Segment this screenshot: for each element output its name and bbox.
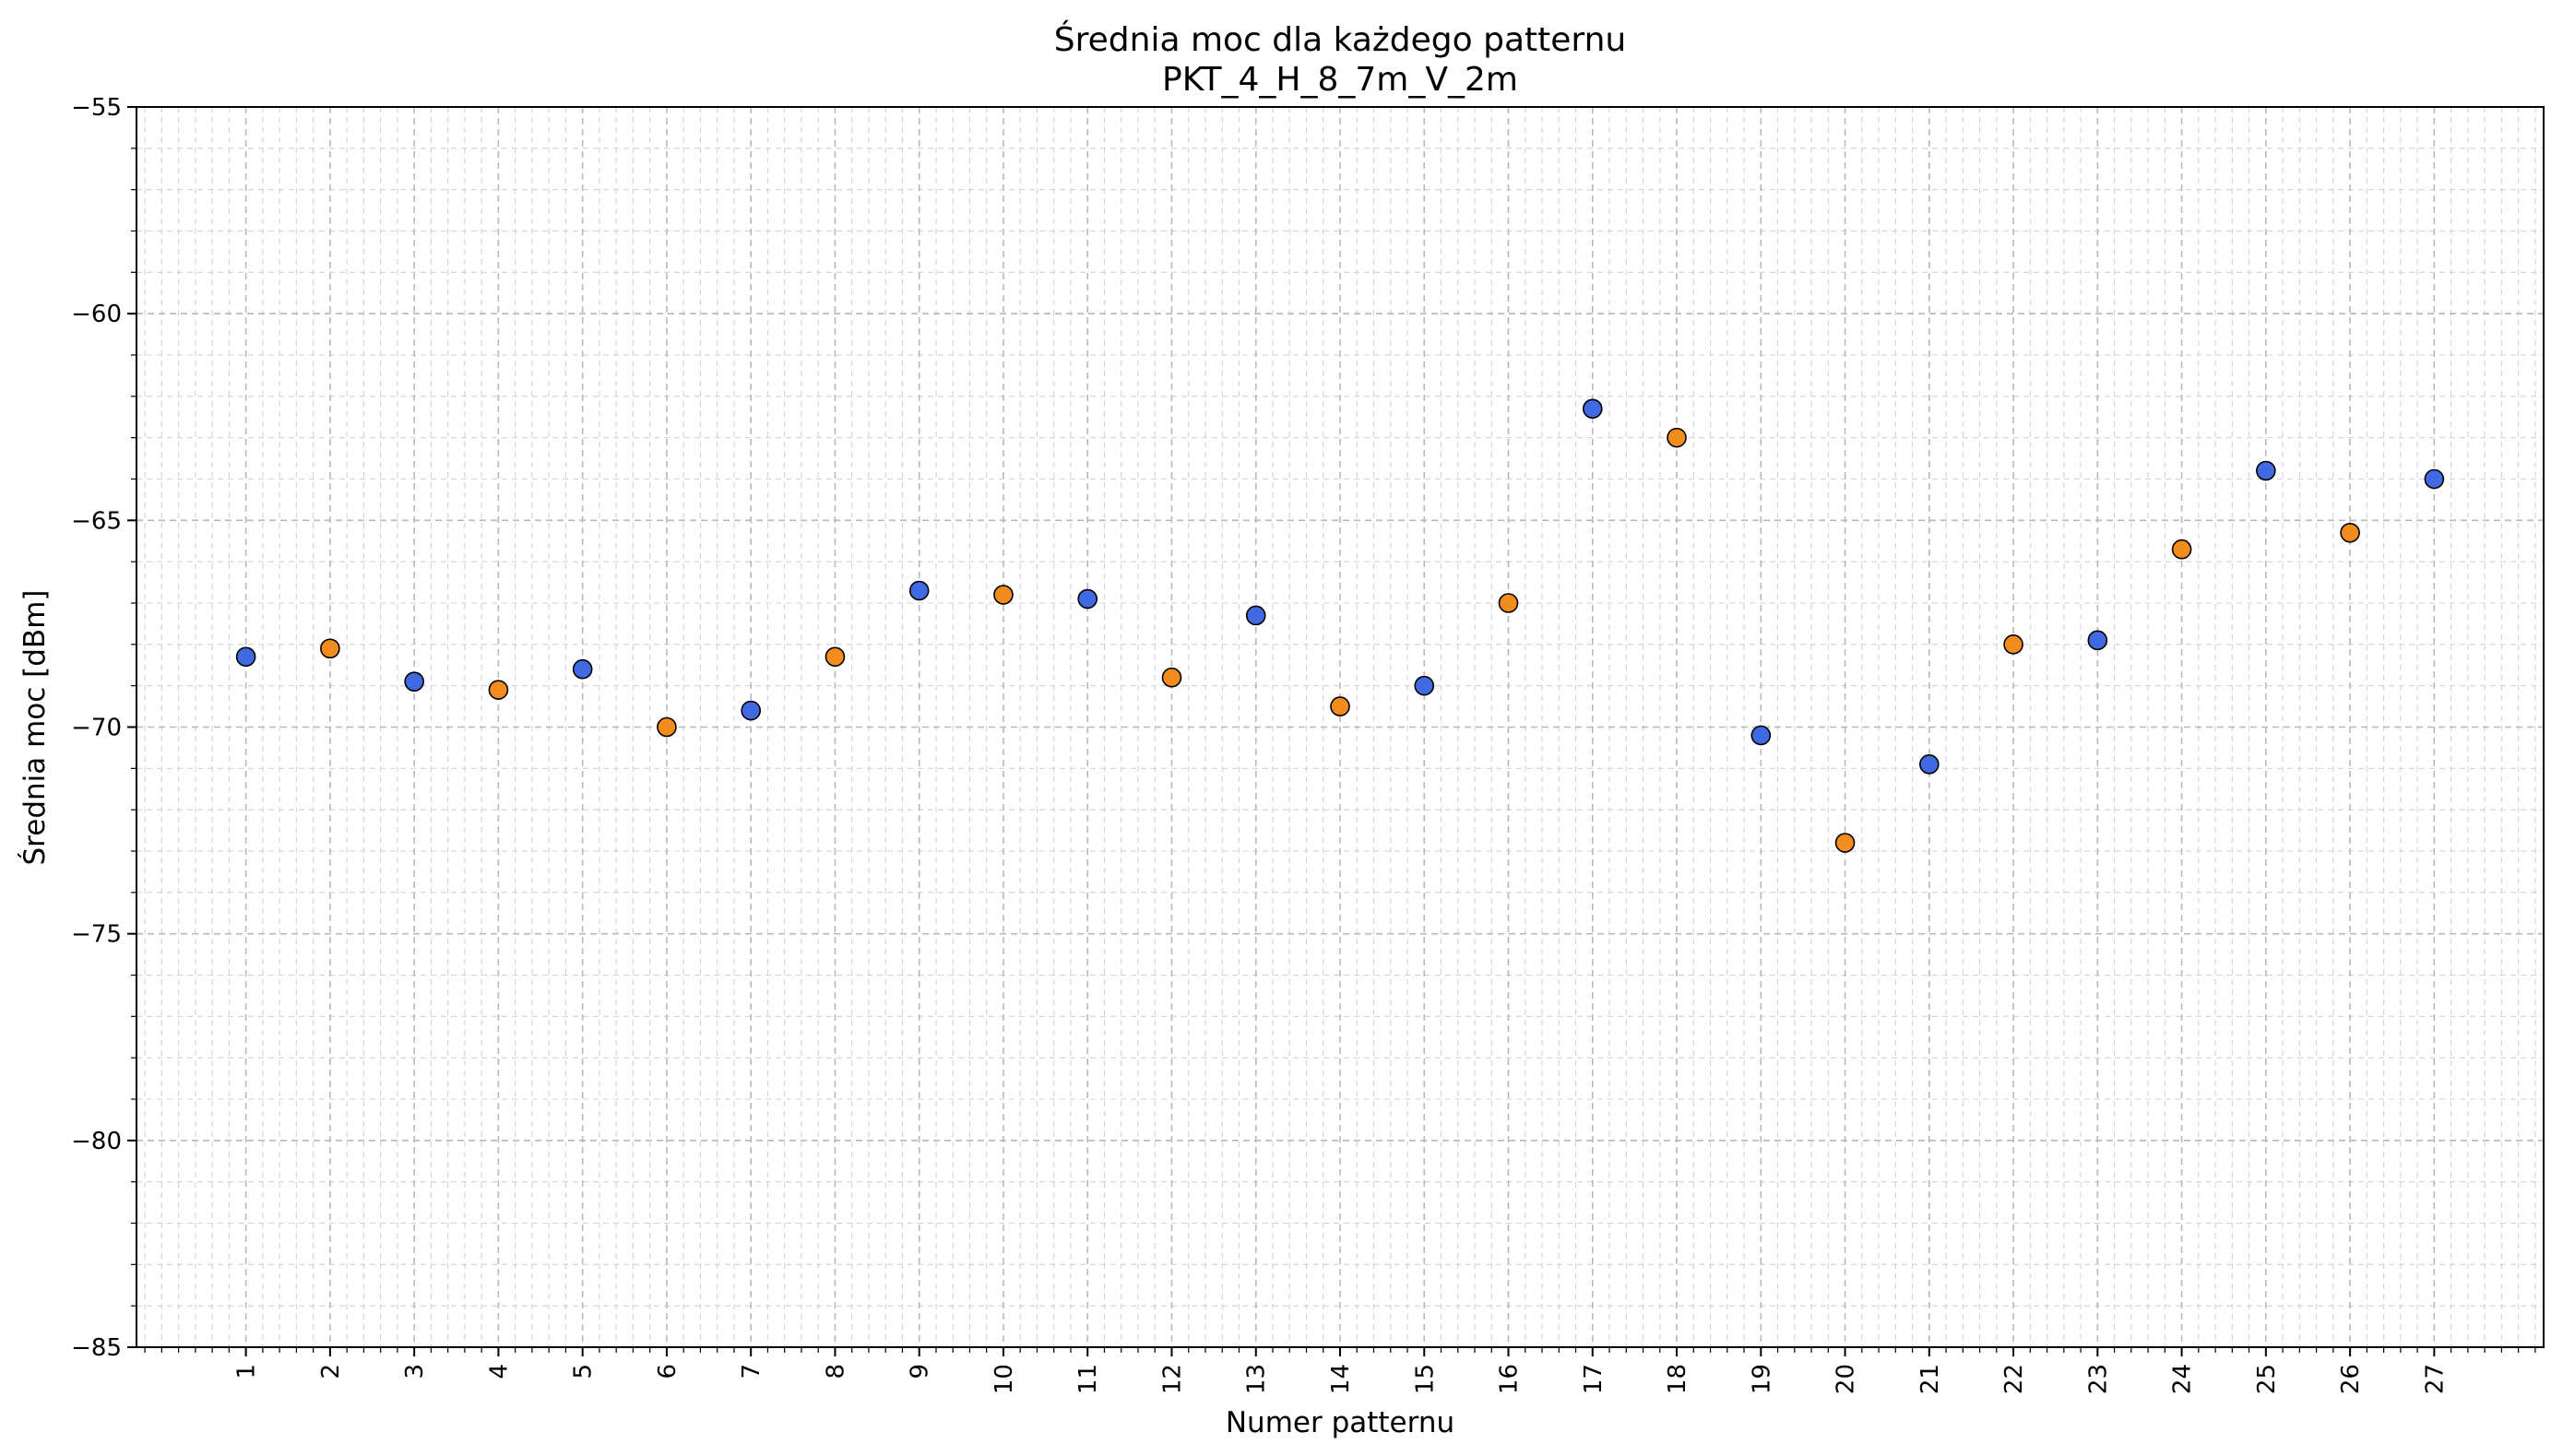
x-tick-label: 18 [1664, 1364, 1691, 1394]
data-point [657, 716, 677, 738]
x-tick-label: 5 [570, 1364, 598, 1379]
data-point [235, 646, 256, 668]
y-tick-label: −80 [71, 1128, 122, 1155]
x-tick-label: 11 [1074, 1364, 1102, 1394]
data-point [2003, 634, 2023, 655]
data-point [1498, 593, 1519, 613]
y-tick-label: −85 [71, 1334, 122, 1362]
x-tick-label: 23 [2084, 1364, 2112, 1394]
x-tick-label: 10 [991, 1364, 1018, 1394]
data-point [1582, 398, 1603, 420]
data-point [1834, 833, 1856, 853]
data-point [1077, 588, 1098, 610]
x-tick-label: 20 [1833, 1364, 1860, 1394]
x-tick-label: 21 [1916, 1364, 1944, 1394]
x-tick-label: 12 [1158, 1364, 1186, 1394]
data-point [741, 700, 761, 721]
x-tick-label: 8 [822, 1364, 849, 1379]
data-point [2424, 468, 2445, 490]
y-tick-label: −70 [71, 715, 122, 742]
x-tick-label: 27 [2421, 1364, 2449, 1394]
data-point [993, 585, 1014, 605]
data-point [2171, 539, 2192, 560]
x-tick-label: 26 [2337, 1364, 2365, 1394]
data-point [2340, 522, 2360, 543]
x-tick-label: 15 [1411, 1364, 1439, 1394]
chart-title: Średnia moc dla każdego patternu [1054, 20, 1626, 59]
y-axis-label: Średnia moc [dBm] [18, 590, 52, 866]
x-tick-label: 24 [2169, 1364, 2197, 1394]
x-tick-label: 13 [1243, 1364, 1271, 1394]
x-axis-label: Numer patternu [1226, 1406, 1454, 1439]
data-point [825, 646, 846, 668]
data-point [2256, 460, 2276, 481]
data-point [1667, 427, 1687, 448]
y-tick-label: −65 [71, 507, 122, 535]
chart-subtitle: PKT_4_H_8_7m_V_2m [1162, 61, 1518, 99]
x-tick-label: 25 [2253, 1364, 2281, 1394]
axis-ticks [127, 106, 2536, 1356]
data-point [1245, 605, 1266, 626]
x-tick-label: 14 [1327, 1364, 1355, 1394]
data-point [572, 658, 593, 680]
x-tick-label: 4 [485, 1364, 513, 1379]
x-tick-label: 7 [738, 1364, 765, 1379]
data-point [1919, 754, 1940, 775]
x-tick-label: 1 [233, 1364, 261, 1379]
data-point [1750, 725, 1772, 746]
data-point [320, 638, 340, 659]
y-tick-label: −55 [71, 94, 122, 122]
data-point [488, 680, 509, 700]
data-points [235, 398, 2445, 853]
y-axis-tick-labels: −55 −60 −65 −70 −75 −80 −85 [71, 94, 122, 1362]
data-point [404, 671, 424, 692]
x-tick-label: 6 [654, 1364, 682, 1379]
data-point [1414, 675, 1435, 696]
x-tick-label: 19 [1748, 1364, 1775, 1394]
major-grid [136, 106, 2544, 1348]
y-tick-label: −60 [71, 301, 122, 328]
x-tick-label: 9 [907, 1364, 934, 1379]
x-tick-label: 2 [317, 1364, 345, 1379]
x-tick-label: 16 [1496, 1364, 1524, 1394]
data-point [908, 580, 930, 601]
data-point [2087, 630, 2108, 651]
y-tick-label: −75 [71, 921, 122, 949]
x-tick-label: 17 [1580, 1364, 1608, 1394]
data-point [1330, 696, 1350, 716]
data-point [1161, 667, 1182, 688]
x-axis-tick-labels: 1 2 3 4 5 6 7 8 9 10 11 12 13 14 15 16 17 18 19 20 21 22 23 24 2… [233, 1364, 2450, 1394]
x-tick-label: 3 [401, 1364, 429, 1379]
x-tick-label: 22 [2000, 1364, 2028, 1394]
